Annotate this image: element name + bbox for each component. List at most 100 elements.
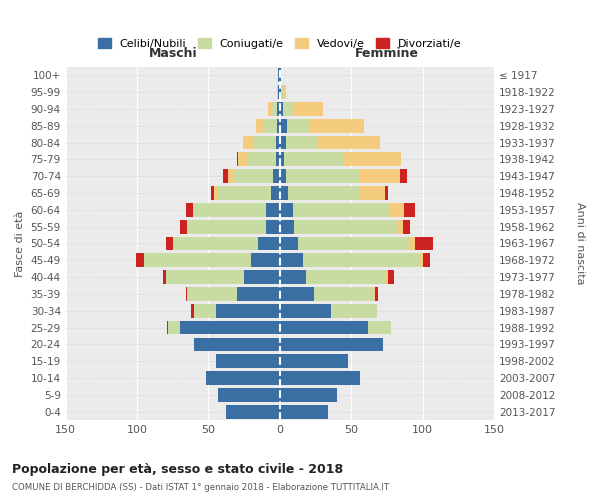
Bar [275,152,280,166]
Bar [271,102,277,116]
Bar [360,170,400,183]
Bar [217,186,271,200]
Bar [310,119,364,132]
Bar [266,220,280,234]
Bar [344,152,401,166]
Bar [280,102,283,116]
Bar [223,170,229,183]
Bar [169,320,180,334]
Bar [390,203,404,216]
Bar [194,338,280,351]
Bar [280,170,286,183]
Bar [275,136,280,149]
Bar [211,186,214,200]
Bar [305,270,385,284]
Bar [420,254,422,267]
Bar [215,354,280,368]
Bar [368,320,391,334]
Bar [415,236,433,250]
Bar [280,254,302,267]
Bar [302,254,420,267]
Text: Femmine: Femmine [355,46,419,60]
Bar [271,186,280,200]
Bar [317,136,380,149]
Bar [280,354,349,368]
Bar [256,119,264,132]
Y-axis label: Anni di nascita: Anni di nascita [575,202,585,284]
Bar [163,270,166,284]
Bar [277,119,280,132]
Bar [388,270,394,284]
Bar [360,186,385,200]
Bar [233,170,272,183]
Bar [238,152,247,166]
Bar [280,186,289,200]
Bar [281,85,283,99]
Bar [242,136,254,149]
Bar [280,405,328,418]
Bar [294,220,397,234]
Bar [280,287,314,301]
Bar [410,236,415,250]
Bar [289,186,360,200]
Bar [293,203,390,216]
Bar [144,254,251,267]
Bar [280,220,294,234]
Bar [397,220,403,234]
Bar [226,405,280,418]
Text: Popolazione per età, sesso e stato civile - 2018: Popolazione per età, sesso e stato civil… [12,462,343,475]
Bar [280,85,281,99]
Bar [280,136,286,149]
Bar [280,68,281,82]
Bar [280,152,284,166]
Bar [264,119,277,132]
Bar [173,236,259,250]
Bar [214,186,217,200]
Bar [278,68,280,82]
Bar [185,287,187,301]
Bar [385,186,388,200]
Bar [280,270,305,284]
Bar [193,203,194,216]
Bar [185,203,193,216]
Text: COMUNE DI BERCHIDDA (SS) - Dati ISTAT 1° gennaio 2018 - Elaborazione TUTTITALIA.: COMUNE DI BERCHIDDA (SS) - Dati ISTAT 1°… [12,484,389,492]
Bar [422,254,430,267]
Bar [268,102,271,116]
Bar [206,371,280,385]
Bar [187,220,266,234]
Bar [229,170,233,183]
Bar [403,220,410,234]
Bar [254,136,275,149]
Bar [280,320,368,334]
Bar [194,203,266,216]
Bar [280,388,337,402]
Bar [280,304,331,318]
Bar [136,254,144,267]
Bar [237,287,280,301]
Bar [280,236,298,250]
Bar [286,170,360,183]
Bar [280,338,383,351]
Bar [266,203,280,216]
Bar [298,236,410,250]
Y-axis label: Fasce di età: Fasce di età [15,210,25,276]
Bar [400,170,407,183]
Bar [286,136,317,149]
Bar [244,270,280,284]
Bar [278,85,280,99]
Bar [280,371,360,385]
Bar [259,236,280,250]
Bar [283,102,294,116]
Bar [287,119,310,132]
Bar [280,119,287,132]
Bar [314,287,374,301]
Bar [215,304,280,318]
Bar [166,236,173,250]
Bar [331,304,377,318]
Bar [187,287,237,301]
Bar [277,85,278,99]
Bar [194,304,215,318]
Bar [272,170,280,183]
Legend: Celibi/Nubili, Coniugati/e, Vedovi/e, Divorziati/e: Celibi/Nubili, Coniugati/e, Vedovi/e, Di… [93,34,466,53]
Bar [283,85,286,99]
